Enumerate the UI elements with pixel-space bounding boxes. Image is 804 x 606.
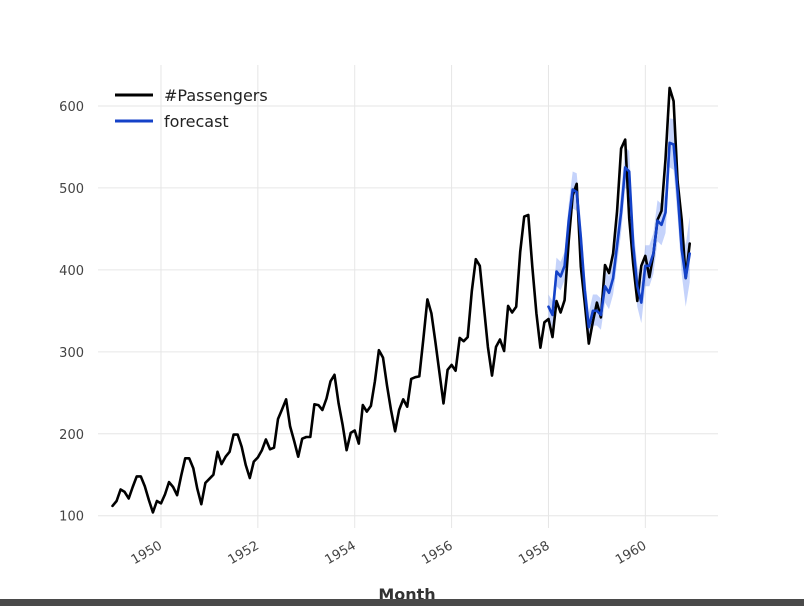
y-tick-label: 100	[59, 510, 84, 525]
passengers-series-line	[111, 86, 692, 514]
forecast-series-line	[547, 141, 692, 329]
y-tick-label: 200	[59, 428, 84, 443]
y-tick-label: 400	[59, 264, 84, 279]
y-tick-label: 300	[59, 346, 84, 361]
y-tick-label: 600	[59, 100, 84, 115]
bottom-border	[0, 599, 804, 606]
legend-forecast-label: forecast	[164, 112, 229, 131]
legend: #Passengers forecast	[115, 86, 268, 131]
legend-passengers-label: #Passengers	[164, 86, 268, 105]
y-axis-ticks: 100 200 300 400 500 600	[59, 100, 84, 525]
y-tick-label: 500	[59, 182, 84, 197]
watermark-text: 知乎 @凤凰AI	[675, 562, 788, 583]
grid-lines	[98, 65, 718, 528]
